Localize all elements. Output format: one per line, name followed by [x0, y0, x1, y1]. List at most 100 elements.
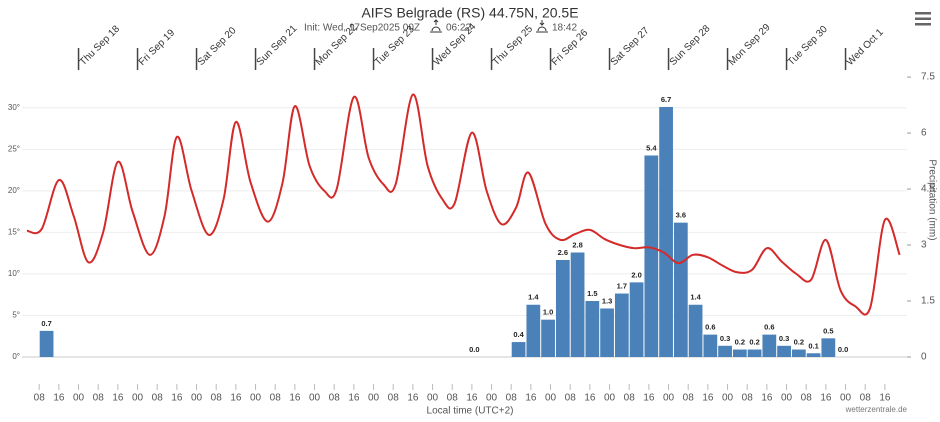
precip-bar — [777, 345, 791, 357]
precip-bar — [570, 252, 585, 357]
precip-bar — [526, 304, 541, 357]
bar-value-label: 2.8 — [572, 240, 582, 249]
subtitle: Init: Wed, 17Sep2025 00Z — [304, 23, 420, 34]
bar-value-label: 0.7 — [41, 319, 51, 328]
x-tick-label: 16 — [466, 393, 478, 404]
y-tick-label: 15° — [8, 228, 20, 237]
precip-bar — [585, 301, 600, 357]
x-tick-label: 08 — [93, 393, 105, 404]
day-label: Tue Sep 30 — [786, 24, 830, 68]
x-tick-label: 08 — [801, 393, 813, 404]
x-tick-label: 00 — [309, 393, 321, 404]
precip-bar — [629, 282, 644, 357]
x-tick-label: 16 — [289, 393, 301, 404]
day-label: Sun Sep 28 — [668, 23, 713, 68]
x-tick-label: 00 — [368, 393, 380, 404]
x-tick-label: 08 — [447, 393, 459, 404]
precip-bar — [600, 308, 614, 357]
x-tick-label: 16 — [112, 393, 124, 404]
precip-bar — [762, 334, 777, 357]
bar-value-label: 0.3 — [720, 334, 730, 343]
day-label: Wed Oct 1 — [845, 27, 886, 68]
bar-value-label: 1.4 — [528, 293, 539, 302]
temperature-line — [26, 93, 901, 316]
x-tick-label: 00 — [545, 393, 557, 404]
x-tick-label: 08 — [152, 393, 164, 404]
x-tick-label: 16 — [171, 393, 183, 404]
y-tick-label: 5° — [12, 311, 20, 320]
day-label: Fri Sep 19 — [137, 27, 178, 68]
x-tick-label: 08 — [34, 393, 46, 404]
x-tick-label: 00 — [781, 393, 793, 404]
x-tick-label: 16 — [53, 393, 65, 404]
x-tick-label: 00 — [132, 393, 144, 404]
precip-bar — [747, 349, 762, 357]
x-tick-label: 16 — [584, 393, 596, 404]
precip-bar — [39, 330, 54, 357]
x-tick-label: 16 — [761, 393, 773, 404]
x-tick-label: 08 — [388, 393, 400, 404]
y2-tick-label: 0 — [921, 352, 927, 363]
x-tick-label: 00 — [722, 393, 734, 404]
bar-value-label: 0.2 — [749, 338, 759, 347]
day-label: Thu Sep 18 — [78, 23, 123, 68]
x-tick-label: 00 — [191, 393, 203, 404]
precip-bar — [511, 342, 526, 357]
menu-button[interactable] — [915, 12, 931, 26]
x-tick-label: 16 — [879, 393, 891, 404]
sunset-icon — [536, 20, 548, 33]
y-tick-label: 10° — [8, 269, 20, 278]
y2-tick-label: 6 — [921, 128, 927, 139]
x-tick-label: 16 — [643, 393, 655, 404]
bar-value-label: 2.6 — [558, 248, 568, 257]
x-tick-label: 08 — [565, 393, 577, 404]
day-label: Sun Sep 21 — [255, 23, 300, 68]
x-tick-label: 16 — [702, 393, 714, 404]
precip-bar — [821, 338, 836, 357]
precip-bar — [659, 106, 673, 357]
precip-bar — [806, 353, 821, 357]
x-tick-label: 08 — [624, 393, 636, 404]
bar-value-label: 0.2 — [794, 338, 804, 347]
precip-bar — [703, 334, 718, 357]
x-tick-label: 16 — [407, 393, 419, 404]
bar-value-label: 0.3 — [779, 334, 789, 343]
y2-tick-label: 4.5 — [921, 184, 935, 195]
bar-value-label: 6.7 — [661, 95, 671, 104]
x-axis-title: Local time (UTC+2) — [427, 406, 514, 417]
day-label: Sat Sep 20 — [196, 25, 239, 68]
x-tick-label: 08 — [270, 393, 282, 404]
precip-bar — [791, 349, 806, 357]
bar-value-label: 0.1 — [808, 341, 818, 350]
x-tick-label: 08 — [506, 393, 518, 404]
precip-bar — [541, 319, 555, 357]
y-tick-label: 20° — [8, 186, 20, 195]
y-tick-label: 0° — [12, 352, 20, 361]
sunrise-icon — [430, 19, 442, 33]
x-tick-label: 00 — [427, 393, 439, 404]
day-label: Sat Sep 27 — [609, 25, 652, 68]
day-label: Thu Sep 25 — [491, 23, 536, 68]
bar-value-label: 1.3 — [602, 296, 612, 305]
bar-value-label: 1.5 — [587, 289, 597, 298]
x-tick-label: 00 — [73, 393, 85, 404]
bar-value-label: 0.5 — [823, 326, 833, 335]
precip-bar — [644, 155, 659, 357]
bar-value-label: 1.4 — [690, 293, 701, 302]
x-tick-label: 00 — [840, 393, 852, 404]
bar-value-label: 0.6 — [764, 323, 774, 332]
bar-value-label: 3.6 — [676, 211, 686, 220]
y2-tick-label: 7.5 — [921, 72, 935, 83]
credit: wetterzentrale.de — [845, 405, 908, 414]
bar-value-label: 2.0 — [631, 270, 641, 279]
x-tick-label: 00 — [663, 393, 675, 404]
bar-value-label: 0.2 — [735, 338, 745, 347]
bar-value-label: 0.6 — [705, 323, 715, 332]
x-tick-label: 16 — [820, 393, 832, 404]
x-tick-label: 08 — [742, 393, 754, 404]
chart-title: AIFS Belgrade (RS) 44.75N, 20.5E — [361, 5, 578, 21]
bar-value-label: 0.0 — [469, 345, 479, 354]
precip-bar — [673, 222, 688, 357]
bar-value-label: 1.7 — [617, 282, 627, 291]
